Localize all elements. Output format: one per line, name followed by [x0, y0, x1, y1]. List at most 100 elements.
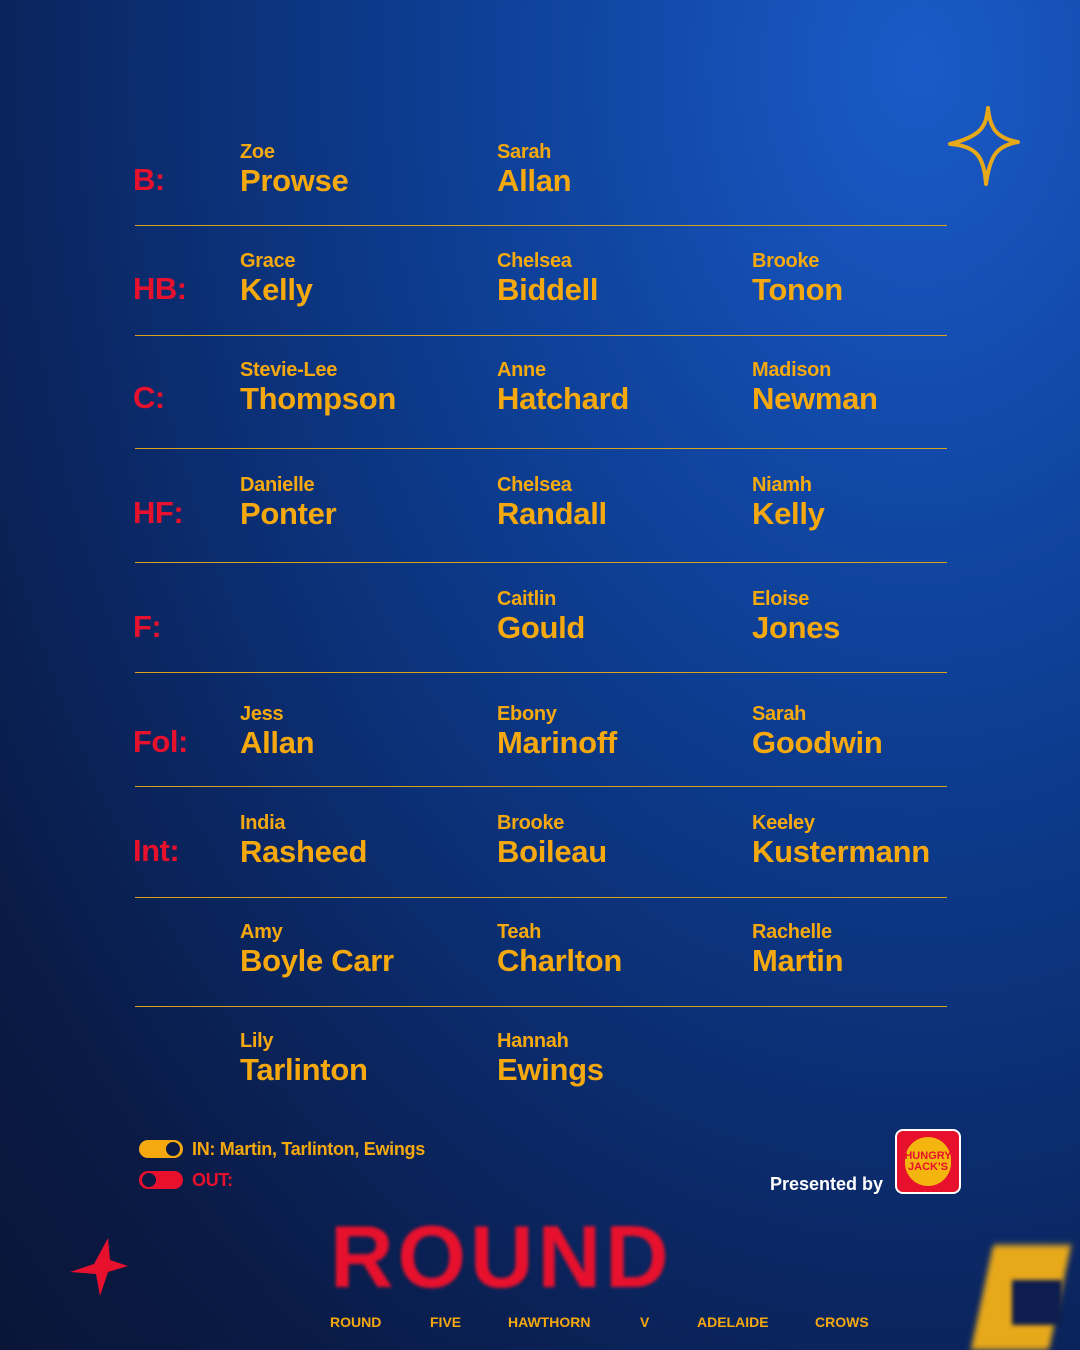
player-first-name: Hannah [497, 1030, 569, 1052]
player: Chelsea Randall [497, 473, 607, 531]
player: Caitlin Gould [497, 587, 585, 645]
player: Eloise Jones [752, 587, 840, 645]
position-label: F: [133, 609, 162, 644]
player: Hannah Ewings [497, 1029, 604, 1087]
divider [135, 786, 947, 787]
player: Ebony Marinoff [497, 702, 617, 760]
player: Brooke Tonon [752, 249, 843, 307]
player: Chelsea Biddell [497, 249, 599, 307]
divider [135, 562, 947, 563]
divider [135, 1006, 947, 1007]
player: Anne Hatchard [497, 358, 629, 416]
player-last-name: Jones [752, 610, 841, 645]
player-first-name: Stevie-Lee [240, 359, 338, 381]
footer-word: CROWS [815, 1314, 869, 1330]
player-last-name: Boyle Carr [240, 943, 394, 978]
player: Danielle Ponter [240, 473, 337, 531]
position-label: B: [133, 162, 165, 197]
footer-word: ADELAIDE [697, 1314, 769, 1330]
sponsor-logo: HUNGRY JACK'S [895, 1129, 961, 1194]
player: Brooke Boileau [497, 811, 607, 869]
position-label: HB: [133, 271, 187, 306]
player: Jess Allan [240, 702, 315, 760]
player-first-name: Chelsea [497, 250, 572, 272]
lineup-row: C: Stevie-Lee Thompson Anne Hatchard Madison N… [0, 358, 1080, 468]
player: Madison Newman [752, 358, 878, 416]
position-label: Fol: [133, 724, 188, 759]
player: Rachelle Martin [752, 920, 844, 978]
divider [135, 225, 947, 226]
player-first-name: Zoe [240, 141, 275, 163]
player-last-name: Marinoff [497, 725, 617, 760]
player-first-name: Rachelle [752, 921, 832, 943]
player-last-name: Newman [752, 381, 878, 416]
player-last-name: Biddell [497, 272, 599, 307]
player-last-name: Rasheed [240, 834, 368, 869]
lineup-row: HB: Grace Kelly Chelsea Biddell Brooke Tonon [0, 249, 1080, 359]
player-first-name: Keeley [752, 812, 815, 834]
player-first-name: Sarah [497, 141, 552, 163]
player-last-name: Boileau [497, 834, 607, 869]
player-first-name: Niamh [752, 474, 812, 496]
player: Stevie-Lee Thompson [240, 358, 396, 416]
players-out: OUT: [192, 1170, 233, 1190]
divider [135, 672, 947, 673]
lineup-row: B: Zoe Prowse Sarah Allan [0, 140, 1080, 250]
toggle-off-icon [139, 1171, 183, 1189]
sparkle-icon [948, 106, 1020, 186]
lineup-row: Int: India Rasheed Brooke Boileau Keeley Kuste… [0, 811, 1080, 921]
player-last-name: Allan [497, 163, 572, 198]
player: Zoe Prowse [240, 140, 349, 198]
lineup-row: Amy Boyle Carr Teah Charlton Rachelle Martin [0, 920, 1080, 1030]
player-first-name: Danielle [240, 474, 315, 496]
player-last-name: Prowse [240, 163, 349, 198]
player-last-name: Martin [752, 943, 844, 978]
player: Amy Boyle Carr [240, 920, 394, 978]
player-last-name: Kustermann [752, 834, 930, 869]
footer-word: HAWTHORN [508, 1314, 591, 1330]
player-first-name: Jess [240, 703, 284, 725]
player: Lily Tarlinton [240, 1029, 368, 1087]
toggle-on-icon [139, 1140, 183, 1158]
player: Sarah Goodwin [752, 702, 883, 760]
position-label: Int: [133, 833, 180, 868]
position-label: C: [133, 380, 165, 415]
player-last-name: Ewings [497, 1052, 604, 1087]
footer-word: V [640, 1314, 650, 1330]
footer-word: FIVE [430, 1314, 462, 1330]
player-first-name: Lily [240, 1030, 274, 1052]
star-icon [70, 1238, 128, 1296]
divider [135, 897, 947, 898]
player-last-name: Hatchard [497, 381, 629, 416]
player-last-name: Tarlinton [240, 1052, 368, 1087]
player-last-name: Randall [497, 496, 607, 531]
lineup-row: Lily Tarlinton Hannah Ewings [0, 1029, 1080, 1139]
player-last-name: Kelly [240, 272, 313, 307]
presented-by: Presented by [770, 1174, 884, 1194]
player-first-name: Brooke [497, 812, 565, 834]
player-last-name: Allan [240, 725, 315, 760]
players-in: IN: Martin, Tarlinton, Ewings [192, 1139, 425, 1159]
player-first-name: Caitlin [497, 588, 557, 610]
decorative-shape-cut [1012, 1280, 1062, 1325]
player-first-name: Ebony [497, 703, 557, 725]
player-first-name: Brooke [752, 250, 820, 272]
divider [135, 448, 947, 449]
player-first-name: Teah [497, 921, 541, 943]
lineup-row: Fol: Jess Allan Ebony Marinoff Sarah Goodwin [0, 702, 1080, 812]
player: Niamh Kelly [752, 473, 825, 531]
player-first-name: Madison [752, 359, 832, 381]
player: India Rasheed [240, 811, 367, 869]
player-first-name: Sarah [752, 703, 807, 725]
sponsor-logo-text: HUNGRY JACK'S [904, 1150, 952, 1173]
player-last-name: Thompson [240, 381, 397, 416]
round-title: ROUND [330, 1207, 673, 1306]
player-last-name: Gould [497, 610, 586, 645]
player-first-name: Grace [240, 250, 296, 272]
position-label: HF: [133, 495, 184, 530]
player: Teah Charlton [497, 920, 622, 978]
player-last-name: Ponter [240, 496, 337, 531]
lineup-row: HF: Danielle Ponter Chelsea Randall Niamh Kell… [0, 473, 1080, 583]
player-first-name: Amy [240, 921, 283, 943]
player-first-name: India [240, 812, 286, 834]
